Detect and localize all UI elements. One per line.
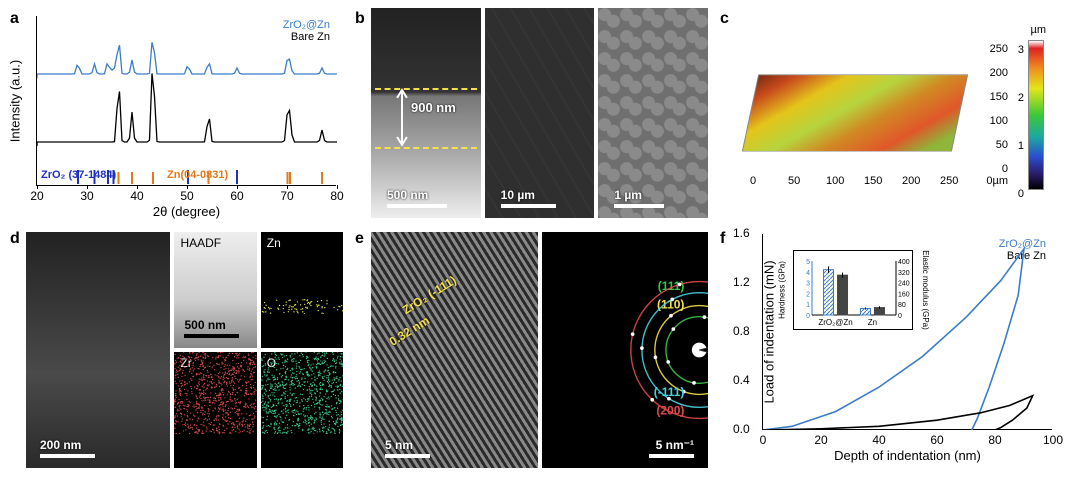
xrd-ylabel: Intensity (a.u.) bbox=[8, 59, 23, 141]
svg-text:4: 4 bbox=[806, 270, 810, 277]
tem-brightfield: 200 nm bbox=[26, 232, 170, 468]
panel-b-label: b bbox=[355, 10, 365, 28]
xrd-chart: Intensity (a.u.) 2θ (degree) ZrO₂@Zn Bar… bbox=[8, 8, 343, 218]
xrd-svg bbox=[37, 16, 337, 186]
colorbar bbox=[1028, 40, 1044, 190]
svg-text:3: 3 bbox=[806, 281, 810, 288]
xrd-plot-area: Intensity (a.u.) 2θ (degree) ZrO₂@Zn Bar… bbox=[36, 16, 336, 186]
panel-c: c 0501001502002500501001502002500µm µm 0… bbox=[718, 8, 1068, 218]
arrow-icon bbox=[395, 88, 409, 147]
saed-svg: (111)(110)(-111)(200) bbox=[542, 232, 709, 468]
panel-c-label: c bbox=[720, 10, 729, 28]
inset-barchart: Hardness (GPa) Elastic modulus (GPa) 012… bbox=[793, 250, 913, 330]
sem-topview-high: 1 µm bbox=[598, 8, 708, 218]
svg-text:5: 5 bbox=[806, 259, 810, 266]
panel-d-label: d bbox=[10, 230, 20, 248]
panel-e: e ZrO₂ (-111) 0.32 nm 5 nm (111)(110)(-1… bbox=[353, 228, 708, 468]
eds-haadf: HAADF 500 nm bbox=[174, 232, 256, 348]
svg-text:400: 400 bbox=[898, 259, 910, 266]
scalebar-b2: 10 µm bbox=[501, 188, 535, 202]
svg-text:(200): (200) bbox=[656, 404, 684, 418]
figure-grid: a Intensity (a.u.) 2θ (degree) ZrO₂@Zn B… bbox=[8, 8, 1072, 468]
svg-text:80: 80 bbox=[898, 302, 906, 309]
svg-text:ZrO₂@Zn: ZrO₂@Zn bbox=[818, 318, 852, 327]
panel-d: d 200 nm HAADF 500 nm Zn Zr bbox=[8, 228, 343, 468]
lattice-plane-label: ZrO₂ (-111) bbox=[400, 273, 459, 317]
panel-a-label: a bbox=[10, 10, 19, 28]
load-depth-plot: Load of indentation (mN) Depth of indent… bbox=[762, 234, 1052, 430]
scalebar-haadf: 500 nm bbox=[184, 318, 225, 332]
scalebar-b3: 1 µm bbox=[614, 188, 642, 202]
eds-zr: Zr bbox=[174, 352, 256, 468]
saed-pattern: (111)(110)(-111)(200) 5 nm⁻¹ bbox=[542, 232, 709, 468]
scalebar-e1: 5 nm bbox=[385, 438, 413, 452]
svg-text:240: 240 bbox=[898, 281, 910, 288]
hrtem-lattice: ZrO₂ (-111) 0.32 nm 5 nm bbox=[371, 232, 538, 468]
inset-svg: 0 1 2 3 4 5 0 80 160 240 320 400 ZrO₂@Zn Zn bbox=[794, 251, 914, 331]
scalebar-e2: 5 nm⁻¹ bbox=[656, 438, 694, 452]
panel-f: f Load of indentation (mN) Depth of inde… bbox=[718, 228, 1068, 468]
sem-topview-low: 10 µm bbox=[485, 8, 595, 218]
ld-xlabel: Depth of indentation (nm) bbox=[834, 448, 981, 463]
svg-text:2: 2 bbox=[806, 291, 810, 298]
svg-text:0: 0 bbox=[806, 313, 810, 320]
inset-y1: Hardness (GPa) bbox=[778, 261, 787, 319]
eds-zn: Zn bbox=[261, 232, 343, 348]
panel-f-label: f bbox=[720, 230, 725, 248]
svg-text:320: 320 bbox=[898, 270, 910, 277]
panel-b: b 900 nm 500 nm 10 µm 1 µm bbox=[353, 8, 708, 218]
surface-3d: 0501001502002500501001502002500µm bbox=[730, 33, 1000, 193]
svg-text:0: 0 bbox=[898, 313, 902, 320]
colorbar-unit: µm bbox=[1030, 24, 1046, 36]
sem-cross-section: 900 nm 500 nm bbox=[371, 8, 481, 218]
svg-text:(-111): (-111) bbox=[653, 385, 684, 399]
eds-o: O bbox=[261, 352, 343, 468]
scalebar-d-big: 200 nm bbox=[40, 438, 81, 452]
eds-map-grid: HAADF 500 nm Zn Zr O bbox=[174, 232, 343, 468]
scalebar-b1: 500 nm bbox=[387, 188, 428, 202]
panel-a: a Intensity (a.u.) 2θ (degree) ZrO₂@Zn B… bbox=[8, 8, 343, 218]
inset-y2: Elastic modulus (GPa) bbox=[922, 250, 931, 330]
svg-text:160: 160 bbox=[898, 291, 910, 298]
d-spacing-label: 0.32 nm bbox=[387, 313, 432, 349]
xrd-xlabel: 2θ (degree) bbox=[153, 204, 220, 219]
thickness-label: 900 nm bbox=[411, 100, 456, 115]
ref-zn: Zn(04-0831) bbox=[167, 169, 228, 181]
panel-e-row: ZrO₂ (-111) 0.32 nm 5 nm (111)(110)(-111… bbox=[353, 228, 708, 468]
svg-text:Zn: Zn bbox=[868, 318, 877, 327]
ref-zro2: ZrO₂ (37-1484) bbox=[41, 169, 116, 181]
panel-b-row: 900 nm 500 nm 10 µm 1 µm bbox=[353, 8, 708, 218]
panel-e-label: e bbox=[355, 230, 364, 248]
svg-text:1: 1 bbox=[806, 302, 810, 309]
